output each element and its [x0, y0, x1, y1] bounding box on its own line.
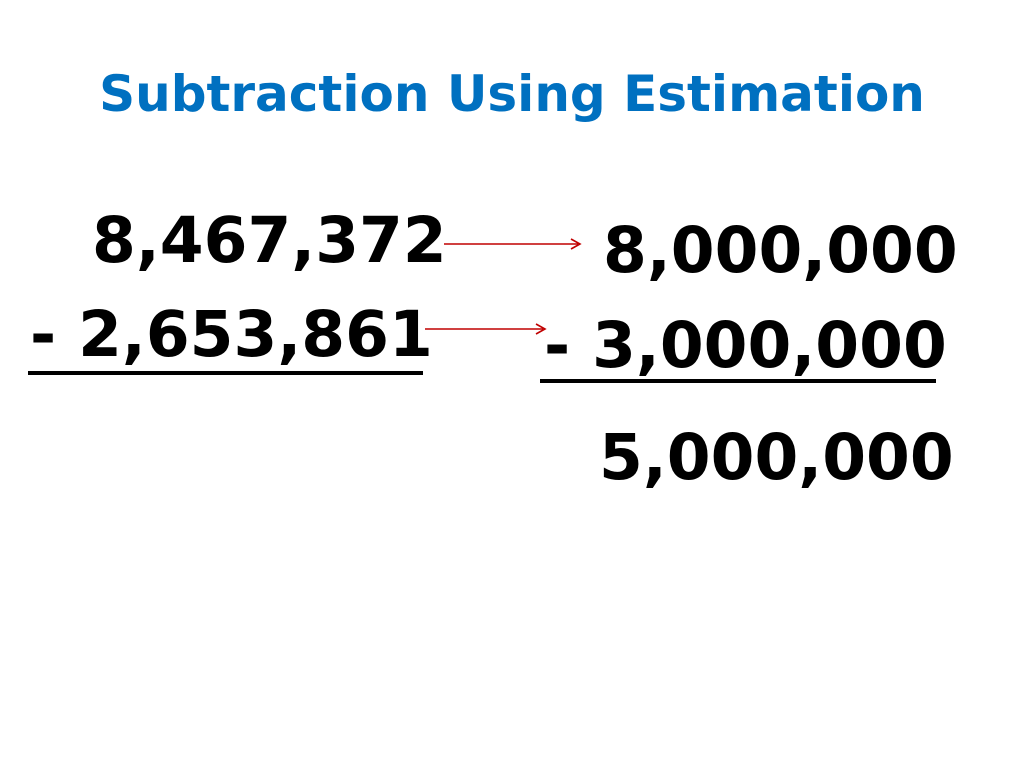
arrow-head [535, 323, 547, 335]
estimate-underline [540, 379, 936, 383]
estimate-subtrahend: - 3,000,000 [544, 309, 947, 382]
original-underline [28, 371, 423, 375]
estimate-minuend: 8,000,000 [603, 214, 958, 287]
round-arrow-top [444, 238, 582, 250]
original-minuend: 8,467,372 [92, 204, 447, 277]
estimate-difference: 5,000,000 [599, 421, 954, 494]
arrow-head [570, 238, 582, 250]
round-arrow-bottom [425, 323, 547, 335]
original-subtrahend: - 2,653,861 [30, 298, 433, 371]
slide-title: Subtraction Using Estimation [99, 65, 925, 123]
